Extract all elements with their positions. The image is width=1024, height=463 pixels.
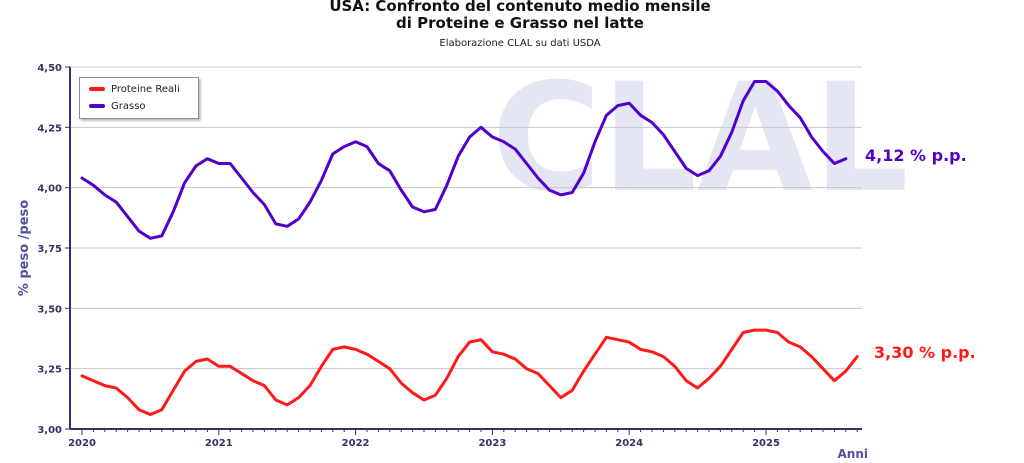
x-tick-label: 2022 [342, 438, 370, 449]
axes: 3,00 3,25 3,50 3,75 4,00 4,25 4,50 2020 2021 2022… [17, 63, 868, 461]
legend-item-proteine: Proteine Reali [89, 84, 180, 95]
legend-label-proteine: Proteine Reali [111, 84, 180, 95]
y-tick-label: 3,50 [37, 304, 62, 315]
legend-swatch-proteine [89, 87, 105, 91]
y-tick-label: 3,25 [37, 365, 62, 376]
series [80, 80, 859, 416]
x-tick-label: 2025 [752, 438, 780, 449]
chart-subtitle: Elaborazione CLAL su dati USDA [439, 38, 601, 49]
chart-title-line2: di Proteine e Grasso nel latte [396, 14, 644, 32]
series-line-grasso [80, 80, 848, 240]
x-tick-label: 2021 [205, 438, 233, 449]
watermark: CLAL [491, 52, 908, 226]
y-tick-label: 3,00 [37, 425, 62, 436]
legend-label-grasso: Grasso [111, 101, 146, 112]
chart-title-line1: USA: Confronto del contenuto medio mensi… [329, 0, 711, 15]
x-tick-label: 2020 [68, 438, 96, 449]
end-label-proteine: 3,30 % p.p. [874, 343, 976, 362]
y-axis-label: % peso /peso [17, 200, 32, 296]
watermark-text: CLAL [491, 52, 908, 226]
x-tick-label: 2024 [615, 438, 643, 449]
y-tick-label: 4,00 [37, 184, 62, 195]
x-axis-label: Anni [838, 447, 869, 461]
y-tick-label: 4,25 [37, 123, 62, 134]
y-tick-label: 3,75 [37, 244, 62, 255]
end-label-grasso: 4,12 % p.p. [865, 146, 967, 165]
grid [70, 66, 862, 370]
series-line-proteine [80, 328, 859, 416]
legend-item-grasso: Grasso [89, 101, 146, 112]
y-tick-label: 4,50 [37, 63, 62, 74]
legend-swatch-grasso [89, 104, 105, 108]
x-tick-label: 2023 [478, 438, 506, 449]
chart-title: USA: Confronto del contenuto medio mensi… [0, 0, 1024, 32]
legend: Proteine Reali Grasso [79, 77, 199, 119]
